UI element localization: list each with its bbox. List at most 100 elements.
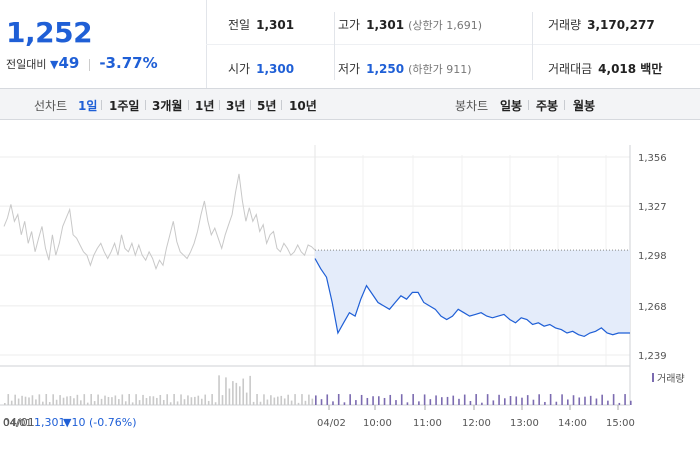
x-tick-label: 10:00 [363,418,392,429]
volume-bar [24,396,27,405]
volume-bar [197,395,200,405]
volume-bar [4,403,6,405]
volume-bar [221,395,224,405]
volume-bar [630,400,632,405]
volume-bar [204,394,207,405]
tab-3year[interactable]: 3년 [226,99,246,113]
tab-1week[interactable]: 1주일 [109,99,140,113]
x-tick-label: 04/01 [3,418,32,429]
tab-divider [219,100,220,110]
volume-bar [452,395,455,405]
volume-bar [55,399,58,405]
volume-bar [572,395,575,405]
volume-bar [93,401,96,405]
tab-divider [528,100,529,110]
tab-divider [564,100,565,110]
tab-5year[interactable]: 5년 [257,99,277,113]
y-tick-label: 1,239 [638,351,667,362]
chart-plot [3,173,630,338]
stat-amount: 거래대금 4,018 백만 [548,62,663,76]
volume-bar [152,396,155,405]
volume-bar [555,401,558,405]
tab-daily[interactable]: 일봉 [500,99,523,113]
column-divider [532,12,533,80]
volume-bar [294,394,296,405]
row-divider [206,44,700,45]
volume-bar [73,398,75,405]
stat-prev-close: 전일 1,301 [228,18,295,32]
volume-bar [252,401,255,405]
volume-bar [200,398,203,405]
volume-bar [256,394,258,405]
volume-bar [441,397,443,405]
volume-bar [561,394,563,405]
volume-bar [549,394,552,405]
volume-bar [332,401,334,405]
y-tick-label: 1,356 [638,153,667,164]
volume-bar [173,394,175,405]
volume-bar [45,394,48,405]
price-line-today [314,258,630,338]
y-tick-label: 1,298 [638,251,667,262]
volume-bar [481,402,483,405]
volume-bar [378,396,380,405]
tab-monthly[interactable]: 월봉 [573,99,596,113]
volume-bar [349,394,351,405]
tab-3month[interactable]: 3개월 [152,99,183,113]
change-row: 전일대비 ▼49 -3.77% [6,54,158,72]
volume-bar [35,399,37,405]
volume-bar [263,394,265,405]
volume-bar [612,394,615,405]
y-axis: 1,356 1,327 1,298 1,268 1,239 [638,153,667,362]
volume-bar [156,397,158,405]
volume-bar [114,395,117,405]
volume-bar [287,394,289,405]
tab-divider [281,100,282,110]
tab-1year[interactable]: 1년 [195,99,215,113]
volume-bar [486,394,489,405]
volume-bar [76,394,79,405]
volume-bar [207,400,210,405]
stat-low: 저가 1,250 (하한가 911) [338,62,472,76]
tab-weekly[interactable]: 주봉 [536,99,559,113]
volume-bar [218,375,220,405]
change-percent: -3.77% [99,54,158,72]
candle-chart-label: 봉차트 [455,99,489,113]
volume-bar [235,382,238,405]
volume-bar [423,394,426,405]
down-triangle-icon: ▼ [49,58,59,71]
volume-bar [492,400,495,405]
volume-bar [214,402,217,405]
volume-bar [311,398,314,405]
volume-bar [304,400,307,405]
volume-bar [308,394,310,405]
volume-bar [567,399,569,405]
volume-bar [162,400,165,405]
volume-bar [429,399,432,405]
volume-bar [521,397,523,405]
volume-bar [400,394,403,405]
volume-bar [601,394,603,405]
tab-10year[interactable]: 10년 [289,99,317,113]
change-amount: 49 [58,54,80,72]
volume-bar [225,377,227,405]
volume-bar [62,397,65,405]
volume-bar [589,395,592,405]
tab-1day[interactable]: 1일 [78,99,98,113]
volume-bar [607,400,609,405]
volume-bar [183,399,186,405]
volume-bar [21,395,23,405]
volume-bar [544,401,546,405]
volume-bar [100,398,103,405]
volume-bar [166,394,169,405]
volume-bar [190,397,193,405]
stat-open: 시가 1,300 [228,62,295,76]
volume-bar [509,396,512,405]
volume-bar [249,375,251,405]
volume-bar [97,394,99,405]
volume-bar [315,395,317,405]
prev-day-label: 04/01 [3,416,35,429]
prev-close-value: 1,301 [34,416,66,429]
volume-bar [301,394,303,405]
volume-bar [149,396,151,405]
